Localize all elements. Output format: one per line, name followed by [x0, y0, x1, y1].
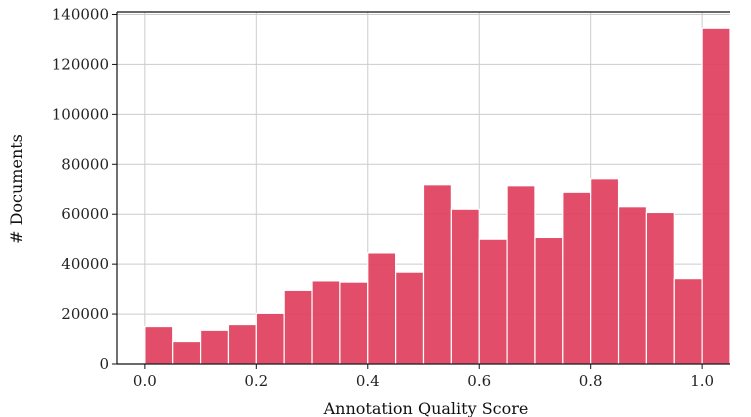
histogram-bar-16 — [590, 178, 620, 365]
histogram-bar-13 — [506, 185, 536, 365]
y-tick-label-3: 60000 — [61, 205, 109, 223]
y-tick-label-0: 0 — [99, 355, 109, 373]
axes — [116, 11, 730, 365]
histogram-bar-5 — [283, 289, 313, 365]
x-tick-label-2: 0.4 — [356, 372, 380, 390]
x-axis-title: Annotation Quality Score — [323, 399, 529, 417]
histogram-bar-18 — [645, 211, 675, 365]
y-axis-ticks: 0 20000 40000 60000 80000 100000 120000 140000 — [52, 5, 117, 373]
y-tick-label-6: 120000 — [52, 55, 109, 73]
histogram-bar-4 — [255, 312, 285, 365]
x-tick-label-0: 0.0 — [133, 372, 157, 390]
x-axis-ticks: 0.0 0.2 0.4 0.6 0.8 1.0 — [133, 364, 714, 390]
histogram-bar-14 — [534, 236, 564, 365]
x-tick-label-3: 0.6 — [467, 372, 491, 390]
y-tick-label-1: 20000 — [61, 305, 109, 323]
histogram-bar-20 — [701, 27, 731, 365]
histogram-bar-11 — [450, 208, 480, 365]
histogram-bar-7 — [339, 281, 369, 365]
histogram-bar-17 — [617, 206, 648, 365]
histogram-bar-15 — [562, 191, 592, 365]
histogram-bar-10 — [422, 184, 452, 365]
histogram-bar-2 — [199, 329, 230, 365]
histogram-bar-8 — [367, 252, 397, 365]
histogram-bar-1 — [172, 340, 202, 365]
x-tick-label-4: 0.8 — [579, 372, 603, 390]
x-tick-label-1: 0.2 — [244, 372, 268, 390]
x-tick-label-5: 1.0 — [690, 372, 714, 390]
histogram-bar-19 — [673, 278, 703, 365]
y-tick-label-7: 140000 — [52, 5, 109, 23]
y-tick-label-4: 80000 — [61, 155, 109, 173]
histogram-bars — [144, 27, 731, 365]
histogram-bar-9 — [395, 271, 425, 365]
histogram-bar-12 — [478, 238, 508, 365]
histogram-bar-3 — [227, 323, 257, 365]
y-tick-label-2: 40000 — [61, 255, 109, 273]
y-axis-title: # Documents — [7, 134, 26, 244]
histogram-bar-6 — [311, 280, 341, 365]
histogram-bar-0 — [144, 325, 174, 365]
y-tick-label-5: 100000 — [52, 105, 109, 123]
